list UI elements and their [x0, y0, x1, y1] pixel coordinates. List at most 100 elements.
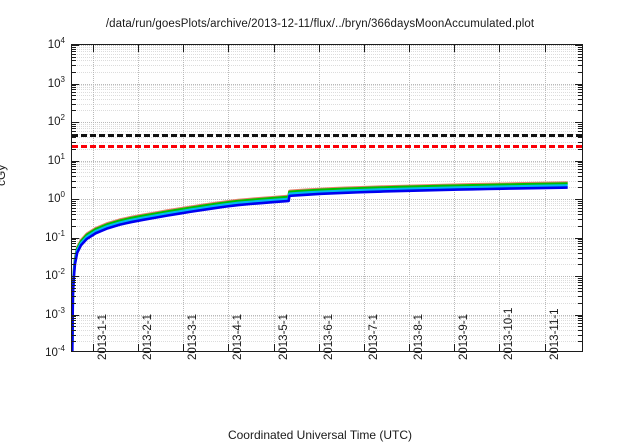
x-tick	[137, 45, 139, 52]
y-tick-minor	[72, 162, 76, 164]
gridline-h-minor	[72, 127, 582, 129]
y-tick-minor	[72, 264, 76, 266]
y-tick-minor	[72, 187, 76, 189]
y-tick-minor	[72, 210, 76, 212]
y-tick-minor	[578, 95, 582, 97]
y-tick-minor	[578, 291, 582, 293]
gridline-h-minor	[72, 103, 582, 105]
x-tick	[454, 45, 456, 52]
x-tick	[183, 344, 185, 351]
gridline-h-minor	[72, 200, 582, 202]
gridline-h-minor	[72, 291, 582, 293]
y-tick-minor	[578, 123, 582, 125]
gridline-h-minor	[72, 225, 582, 227]
y-tick-minor	[578, 302, 582, 304]
y-tick-minor	[578, 92, 582, 94]
x-tick-label: 2013-4-1	[232, 313, 245, 360]
x-tick	[454, 344, 456, 351]
y-tick-minor	[578, 60, 582, 62]
x-tick-label: 2013-9-1	[458, 313, 471, 360]
gridline-h	[72, 199, 582, 200]
gridline-h-minor	[72, 87, 582, 89]
y-tick-minor	[578, 110, 582, 112]
gridline-h-minor	[72, 180, 582, 182]
x-tick	[499, 45, 501, 52]
gridline-h-minor	[72, 279, 582, 281]
y-tick-minor	[72, 281, 76, 283]
y-tick-minor	[72, 214, 76, 216]
y-tick-minor	[578, 89, 582, 91]
x-tick	[363, 344, 365, 351]
x-tick	[92, 344, 94, 351]
y-tick-minor	[72, 89, 76, 91]
accumulated-dose-green	[72, 182, 568, 343]
gridline-v	[137, 45, 139, 351]
y-tick	[575, 160, 582, 162]
y-axis-title: cGy	[0, 164, 8, 186]
gridline-h-minor	[72, 287, 582, 289]
y-tick-minor	[578, 279, 582, 281]
y-tick-minor	[72, 142, 76, 144]
y-tick-minor	[72, 320, 76, 322]
chart-title: /data/run/goesPlots/archive/2013-12-11/f…	[105, 18, 535, 30]
red-threshold	[72, 145, 582, 149]
y-tick-label-base: 10	[47, 192, 61, 205]
y-tick-minor	[578, 98, 582, 100]
y-tick-minor	[578, 316, 582, 318]
gridline-h-minor	[72, 243, 582, 245]
gridline-h-minor	[72, 264, 582, 266]
y-tick-minor	[578, 85, 582, 87]
gridline-h-minor	[72, 207, 582, 209]
y-tick	[72, 314, 79, 316]
x-tick	[92, 45, 94, 52]
y-tick-minor	[578, 264, 582, 266]
y-tick-label-exponent: 1	[60, 151, 65, 161]
gridline-h-minor	[72, 71, 582, 73]
x-tick	[363, 45, 365, 52]
gridline-h-minor	[72, 89, 582, 91]
y-tick	[575, 237, 582, 239]
x-tick	[228, 45, 230, 52]
gridline-h	[72, 160, 582, 162]
y-tick-minor	[578, 281, 582, 283]
y-tick-label-exponent: 4	[60, 36, 65, 45]
y-tick-minor	[578, 214, 582, 216]
gridline-v	[409, 45, 411, 351]
x-tick	[183, 45, 185, 52]
y-tick-minor	[578, 142, 582, 144]
gridline-h-minor	[72, 125, 582, 127]
y-tick-minor	[72, 277, 76, 279]
gridline-h-minor	[72, 341, 582, 343]
black-threshold	[72, 133, 582, 137]
gridline-h-minor	[72, 257, 582, 259]
y-tick-minor	[72, 239, 76, 241]
gridline-h	[72, 237, 582, 239]
y-tick-minor	[578, 246, 582, 248]
y-tick-minor	[72, 53, 76, 55]
y-tick-minor	[578, 200, 582, 202]
y-tick-minor	[578, 257, 582, 259]
y-tick	[72, 160, 79, 162]
gridline-h-minor	[72, 249, 582, 251]
gridline-h-minor	[72, 95, 582, 97]
gridline-h-minor	[72, 214, 582, 216]
y-tick-minor	[578, 243, 582, 245]
gridline-h-minor	[72, 296, 582, 298]
gridline-h-minor	[72, 46, 582, 48]
gridline-h-minor	[72, 316, 582, 318]
y-tick-minor	[578, 329, 582, 331]
y-tick-minor	[72, 341, 76, 343]
y-tick-minor	[72, 296, 76, 298]
y-tick-label: 104	[19, 36, 65, 51]
y-tick-minor	[578, 103, 582, 105]
y-tick-minor	[578, 334, 582, 336]
y-tick-minor	[72, 166, 76, 168]
y-tick-minor	[578, 320, 582, 322]
y-tick-minor	[578, 341, 582, 343]
y-tick-minor	[578, 65, 582, 67]
y-tick-minor	[578, 241, 582, 243]
x-tick-label: 2013-11-1	[548, 308, 561, 360]
y-tick-minor	[72, 243, 76, 245]
x-tick-label: 2013-2-1	[141, 313, 154, 360]
